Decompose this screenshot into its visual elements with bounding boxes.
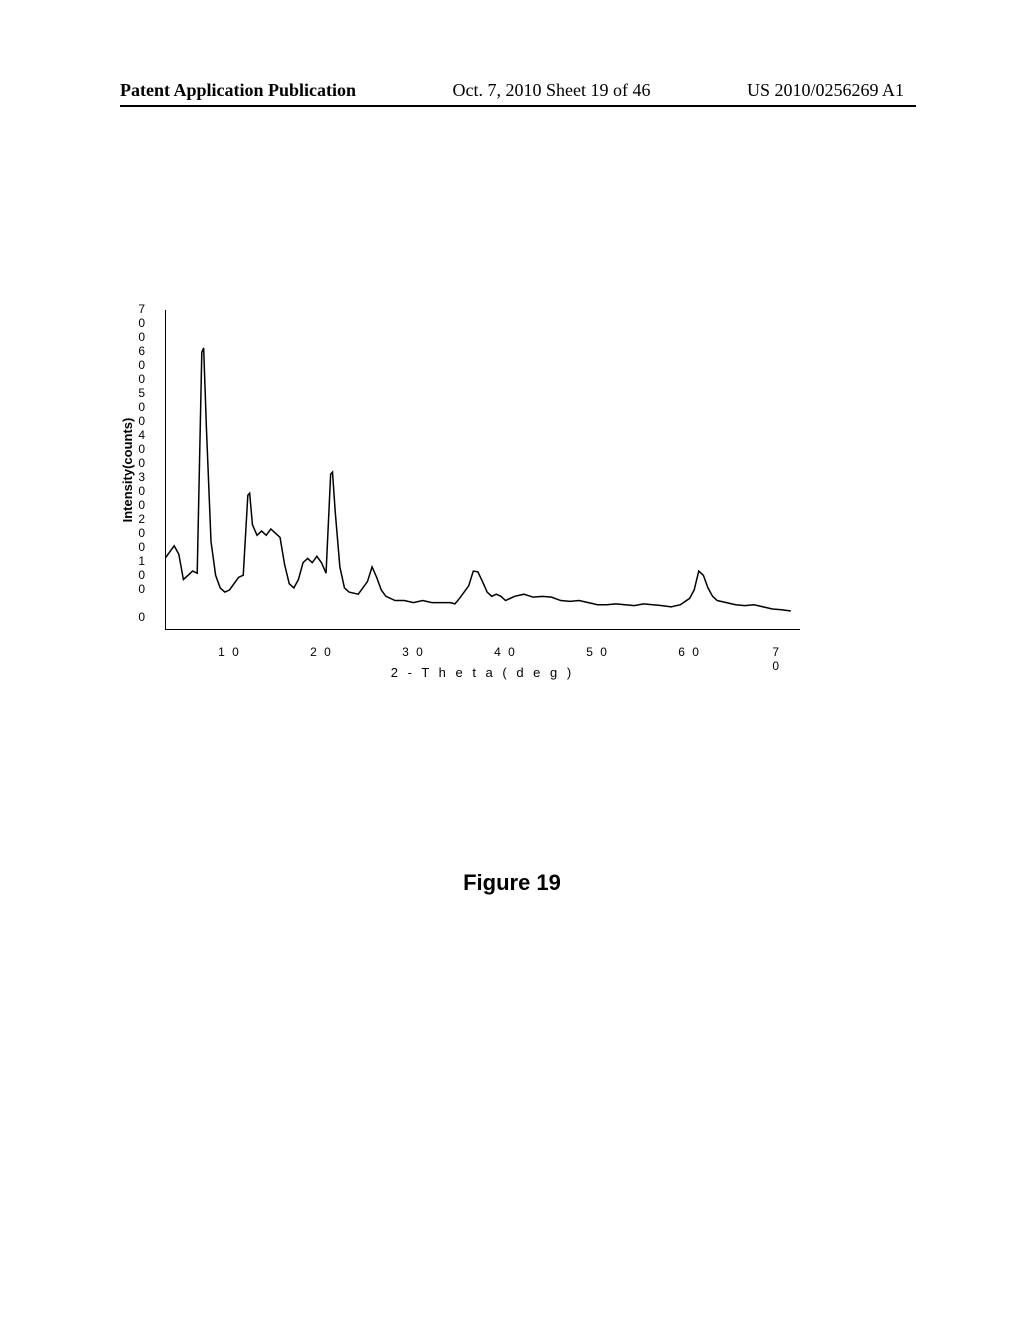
- page-header: Patent Application Publication Oct. 7, 2…: [0, 80, 1024, 101]
- plot-area: 01 0 02 0 03 0 04 0 05 0 06 0 07 0 0 1 0…: [165, 310, 800, 630]
- chart-svg: [165, 310, 800, 630]
- header-divider: [120, 105, 916, 107]
- x-tick-label: 4 0: [494, 645, 517, 659]
- x-tick-label: 3 0: [402, 645, 425, 659]
- y-tick-label: 4 0 0: [138, 428, 147, 470]
- y-tick-label: 1 0 0: [138, 554, 147, 596]
- y-tick-label: 7 0 0: [138, 302, 147, 344]
- x-tick-label: 2 0: [310, 645, 333, 659]
- figure-label: Figure 19: [463, 870, 561, 896]
- xrd-chart: Intensity(counts) 01 0 02 0 03 0 04 0 05…: [120, 310, 800, 630]
- x-tick-label: 5 0: [586, 645, 609, 659]
- y-tick-label: 5 0 0: [138, 386, 147, 428]
- y-axis-label: Intensity(counts): [120, 418, 135, 523]
- x-axis-label: 2 - T h e t a ( d e g ): [391, 665, 574, 680]
- header-right-text: US 2010/0256269 A1: [747, 80, 904, 101]
- y-tick-label: 3 0 0: [138, 470, 147, 512]
- x-tick-label: 7 0: [772, 645, 790, 673]
- y-tick-label: 0: [138, 610, 147, 624]
- x-tick-label: 1 0: [218, 645, 241, 659]
- x-tick-label: 6 0: [678, 645, 701, 659]
- header-left-text: Patent Application Publication: [120, 80, 356, 101]
- y-tick-label: 2 0 0: [138, 512, 147, 554]
- header-center-text: Oct. 7, 2010 Sheet 19 of 46: [453, 80, 651, 101]
- y-tick-label: 6 0 0: [138, 344, 147, 386]
